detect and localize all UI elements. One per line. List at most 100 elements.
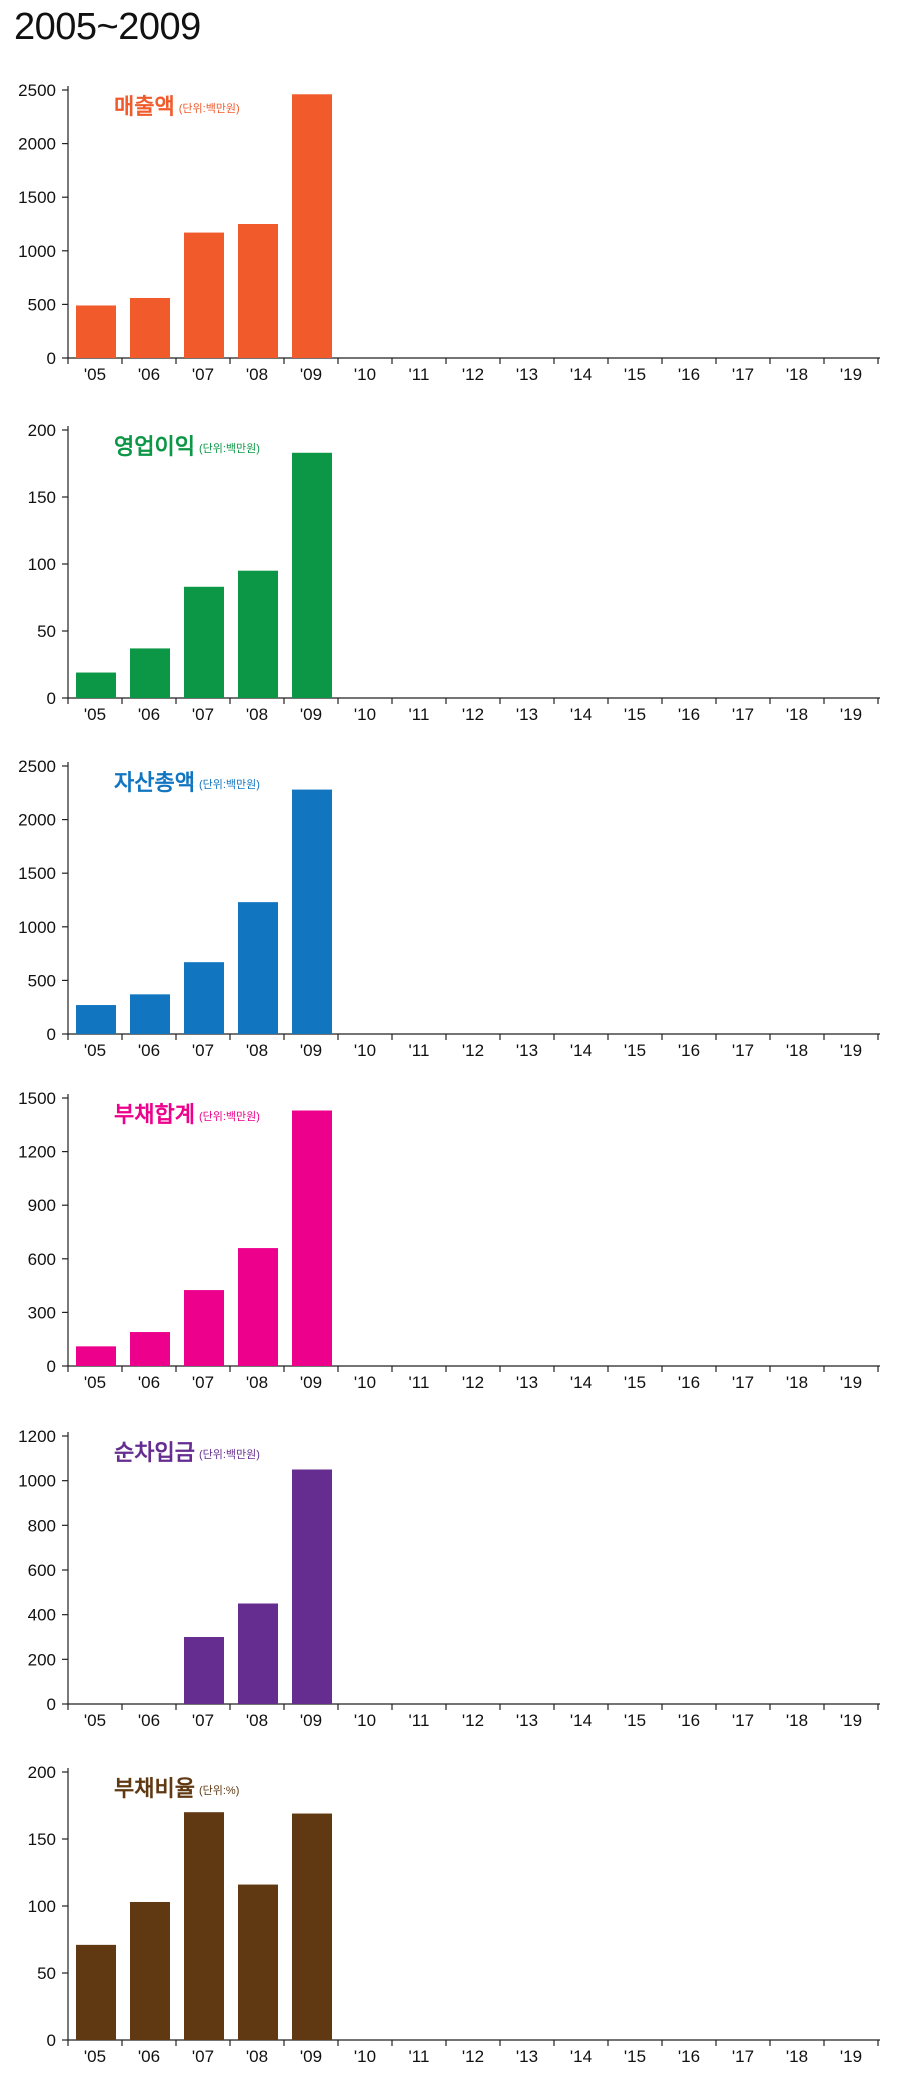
x-tick-label: '10: [354, 365, 376, 384]
x-tick-label: '08: [246, 705, 268, 724]
bar-05: [76, 1346, 116, 1366]
x-tick-label: '10: [354, 2047, 376, 2066]
y-tick-label: 1200: [18, 1143, 56, 1162]
bar-08: [238, 1884, 278, 2040]
x-tick-label: '10: [354, 1711, 376, 1730]
bar-06: [130, 994, 170, 1034]
x-tick-label: '07: [192, 2047, 214, 2066]
x-tick-label: '10: [354, 1373, 376, 1392]
x-tick-label: '05: [84, 2047, 106, 2066]
x-tick-label: '12: [462, 2047, 484, 2066]
x-tick-label: '05: [84, 1373, 106, 1392]
x-tick-label: '06: [138, 365, 160, 384]
y-tick-label: 600: [28, 1561, 56, 1580]
x-tick-label: '13: [516, 1373, 538, 1392]
x-tick-label: '17: [732, 2047, 754, 2066]
y-tick-label: 1500: [18, 864, 56, 883]
x-tick-label: '06: [138, 1711, 160, 1730]
x-tick-label: '14: [570, 1373, 592, 1392]
unit-note: (단위:백만원): [199, 1448, 260, 1461]
x-tick-label: '08: [246, 365, 268, 384]
x-tick-label: '10: [354, 1041, 376, 1060]
x-tick-label: '12: [462, 1711, 484, 1730]
y-tick-label: 2000: [18, 135, 56, 154]
bar-07: [184, 1637, 224, 1704]
x-tick-label: '09: [300, 1711, 322, 1730]
x-tick-label: '19: [840, 365, 862, 384]
x-tick-label: '16: [678, 1373, 700, 1392]
unit-note: (단위:%): [199, 1784, 239, 1797]
x-tick-label: '12: [462, 365, 484, 384]
chart-title: 부채합계: [114, 1102, 195, 1127]
bar-08: [238, 224, 278, 358]
x-tick-label: '19: [840, 1041, 862, 1060]
bar-07: [184, 1812, 224, 2040]
bar-06: [130, 648, 170, 698]
x-tick-label: '09: [300, 705, 322, 724]
y-tick-label: 900: [28, 1196, 56, 1215]
y-tick-label: 300: [28, 1303, 56, 1322]
bar-08: [238, 1603, 278, 1704]
y-tick-label: 200: [28, 1650, 56, 1669]
x-tick-label: '14: [570, 1711, 592, 1730]
x-tick-label: '08: [246, 1711, 268, 1730]
y-tick-label: 500: [28, 295, 56, 314]
y-tick-label: 500: [28, 971, 56, 990]
x-tick-label: '12: [462, 705, 484, 724]
y-tick-label: 100: [28, 1897, 56, 1916]
unit-note: (단위:백만원): [199, 442, 260, 455]
total-assets-chart: 0 500 1000 1500 2000 2500 '05 '06 '07 '08 '09 '10 '1…: [18, 757, 880, 1060]
x-tick-label: '16: [678, 365, 700, 384]
x-tick-label: '19: [840, 2047, 862, 2066]
y-tick-label: 2500: [18, 81, 56, 100]
debt-ratio-chart: 0 50 100 150 200 '05 '06 '07 '08 '09 '10 '11 '12 '13 '…: [28, 1763, 880, 2066]
unit-note: (단위:백만원): [199, 778, 260, 791]
x-tick-label: '09: [300, 2047, 322, 2066]
x-tick-label: '05: [84, 1041, 106, 1060]
unit-note: (단위:백만원): [179, 102, 240, 115]
x-tick-label: '17: [732, 1041, 754, 1060]
chart-title: 부채비율: [114, 1776, 195, 1801]
x-tick-label: '09: [300, 1041, 322, 1060]
x-tick-label: '16: [678, 1711, 700, 1730]
x-tick-label: '11: [409, 705, 430, 724]
page-title: 2005~2009: [14, 6, 201, 48]
x-tick-label: '05: [84, 705, 106, 724]
x-tick-label: '13: [516, 1711, 538, 1730]
bar-09: [292, 789, 332, 1034]
bar-05: [76, 305, 116, 358]
y-tick-label: 800: [28, 1516, 56, 1535]
y-tick-label: 200: [28, 421, 56, 440]
x-tick-label: '18: [786, 1373, 808, 1392]
x-tick-label: '19: [840, 705, 862, 724]
bar-09: [292, 1469, 332, 1704]
x-tick-label: '11: [409, 2047, 430, 2066]
y-tick-label: 1500: [18, 188, 56, 207]
bar-07: [184, 586, 224, 698]
x-tick-label: '16: [678, 1041, 700, 1060]
x-tick-label: '17: [732, 1373, 754, 1392]
y-tick-label: 1500: [18, 1089, 56, 1108]
net-debt-chart: 0 200 400 600 800 1000 1200 '05 '06 '07 '08 '09 '10 '…: [18, 1427, 880, 1730]
x-tick-label: '18: [786, 1041, 808, 1060]
unit-note: (단위:백만원): [199, 1110, 260, 1123]
bar-09: [292, 452, 332, 698]
bar-08: [238, 1248, 278, 1366]
chart-title: 매출액: [114, 94, 175, 119]
y-tick-label: 600: [28, 1250, 56, 1269]
operating-profit-chart: 0 50 100 150 200 '05 '06 '07 '08 '09 '10 '11 '12 '13 '…: [28, 421, 880, 724]
x-tick-label: '05: [84, 365, 106, 384]
x-tick-label: '06: [138, 1373, 160, 1392]
bar-06: [130, 297, 170, 358]
x-tick-label: '09: [300, 1373, 322, 1392]
y-tick-label: 150: [28, 1830, 56, 1849]
bar-07: [184, 232, 224, 358]
x-tick-label: '15: [624, 705, 646, 724]
x-tick-label: '15: [624, 1373, 646, 1392]
x-tick-label: '12: [462, 1041, 484, 1060]
x-tick-label: '14: [570, 2047, 592, 2066]
x-tick-label: '18: [786, 1711, 808, 1730]
bar-05: [76, 672, 116, 698]
y-tick-label: 0: [47, 1025, 56, 1044]
y-tick-label: 400: [28, 1606, 56, 1625]
